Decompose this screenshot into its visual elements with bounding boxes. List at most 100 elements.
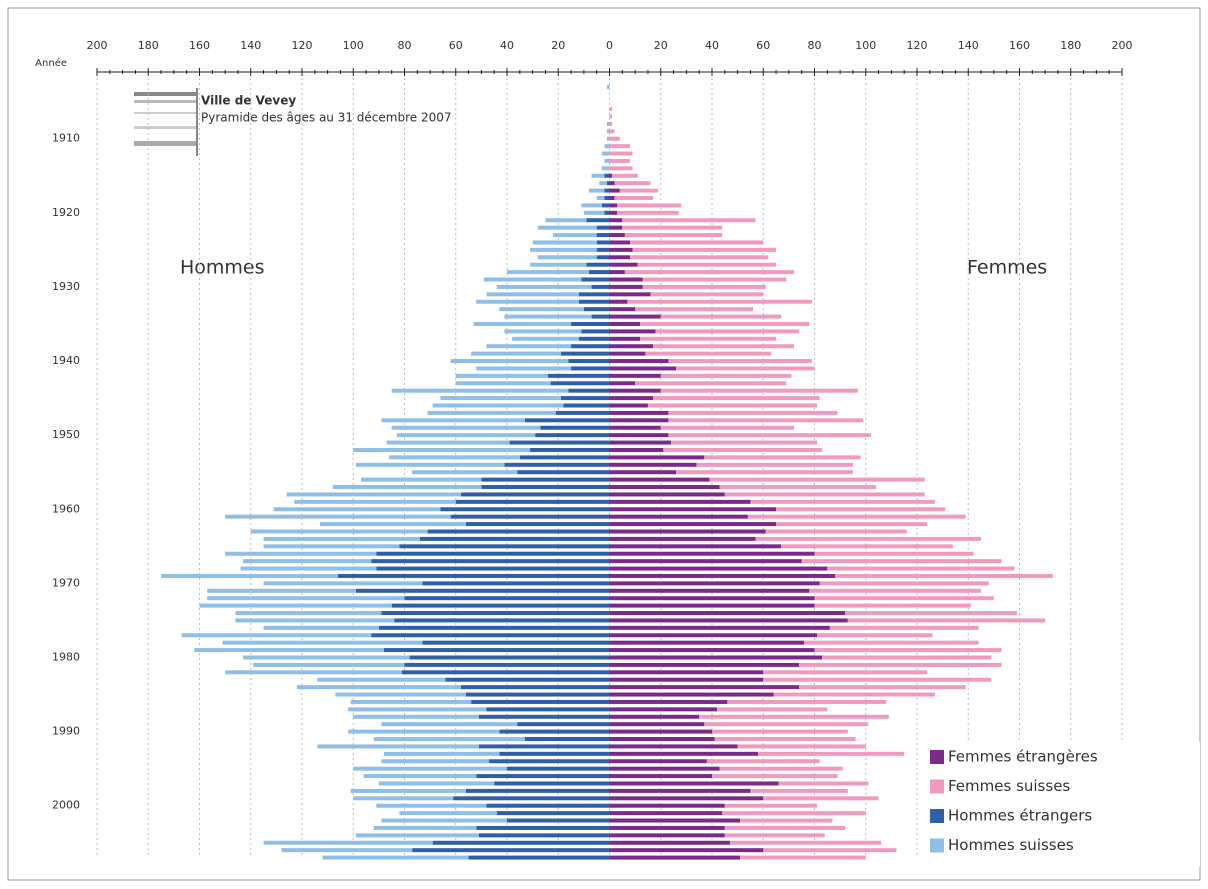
- bar: [609, 722, 705, 727]
- bar: [609, 121, 613, 126]
- bar: [847, 618, 1046, 623]
- bar: [704, 722, 869, 727]
- bar: [399, 544, 610, 549]
- bar: [509, 440, 610, 445]
- bar: [545, 218, 587, 223]
- bar: [225, 514, 451, 519]
- bar: [512, 336, 579, 341]
- bar: [609, 336, 641, 341]
- bar: [763, 848, 897, 853]
- bar: [591, 284, 610, 289]
- legend-swatch: [930, 809, 944, 823]
- bar: [609, 195, 615, 200]
- bar: [589, 270, 610, 275]
- bar: [606, 129, 610, 134]
- bar: [609, 144, 630, 149]
- bar: [586, 262, 610, 267]
- bar: [609, 648, 815, 653]
- bar: [635, 307, 753, 312]
- bar: [647, 403, 818, 408]
- bar: [481, 477, 610, 482]
- bar: [391, 425, 541, 430]
- bar: [609, 210, 618, 215]
- y-tick-label: 1930: [52, 280, 80, 293]
- bar: [712, 729, 848, 734]
- y-tick-label: 1940: [52, 354, 80, 367]
- bar: [609, 225, 623, 230]
- bar: [609, 581, 820, 586]
- bar: [376, 566, 610, 571]
- bar: [609, 447, 664, 452]
- bar: [773, 692, 935, 697]
- bar: [606, 121, 610, 126]
- bar: [645, 351, 771, 356]
- x-tick-label: 80: [808, 39, 822, 52]
- bar: [471, 351, 561, 356]
- bar: [609, 699, 728, 704]
- bar: [609, 633, 818, 638]
- bar: [386, 440, 510, 445]
- bar: [814, 603, 971, 608]
- left-label: Hommes: [180, 257, 265, 279]
- bar: [581, 329, 610, 334]
- bar: [609, 640, 805, 645]
- bar: [381, 418, 525, 423]
- bar: [609, 270, 625, 275]
- bar: [622, 225, 723, 230]
- bar: [524, 418, 610, 423]
- x-tick-label: 40: [500, 39, 514, 52]
- bar: [599, 181, 607, 186]
- bar: [581, 203, 602, 208]
- bar: [571, 366, 610, 371]
- bar: [624, 233, 723, 238]
- bar: [571, 344, 610, 349]
- bar: [486, 803, 610, 808]
- bar: [609, 470, 677, 475]
- bar: [604, 158, 610, 163]
- bar: [609, 596, 815, 601]
- bar: [486, 292, 579, 297]
- legend-label: Hommes suisses: [948, 836, 1074, 854]
- bar: [591, 314, 610, 319]
- bar: [609, 499, 751, 504]
- bar: [609, 359, 669, 364]
- bar: [606, 136, 610, 141]
- bar: [729, 840, 882, 845]
- bar: [609, 751, 759, 756]
- bar: [609, 255, 630, 260]
- bar: [571, 321, 610, 326]
- bar: [524, 737, 610, 742]
- bar: [609, 573, 835, 578]
- bar: [427, 410, 556, 415]
- bar: [317, 744, 479, 749]
- bar: [476, 774, 610, 779]
- bar: [583, 307, 610, 312]
- bar: [801, 559, 1002, 564]
- bar: [624, 270, 794, 275]
- logo: [134, 88, 198, 156]
- bar: [609, 299, 628, 304]
- bar: [663, 447, 823, 452]
- bar: [763, 796, 879, 801]
- bar: [814, 596, 994, 601]
- bar: [466, 692, 610, 697]
- bar: [609, 677, 764, 682]
- x-tick-label: 120: [292, 39, 313, 52]
- bar: [455, 381, 551, 386]
- bar: [609, 737, 715, 742]
- bar: [609, 685, 800, 690]
- bar: [668, 359, 812, 364]
- bar: [609, 410, 669, 415]
- y-tick-label: 1980: [52, 650, 80, 663]
- bar: [381, 759, 490, 764]
- bar: [504, 462, 610, 467]
- bar: [609, 670, 764, 675]
- bar: [337, 573, 610, 578]
- x-tick-label: 180: [138, 39, 159, 52]
- bar: [609, 433, 669, 438]
- bar: [207, 588, 356, 593]
- bar: [355, 588, 610, 593]
- bar: [829, 625, 979, 630]
- bar: [660, 388, 859, 393]
- bar: [609, 188, 620, 193]
